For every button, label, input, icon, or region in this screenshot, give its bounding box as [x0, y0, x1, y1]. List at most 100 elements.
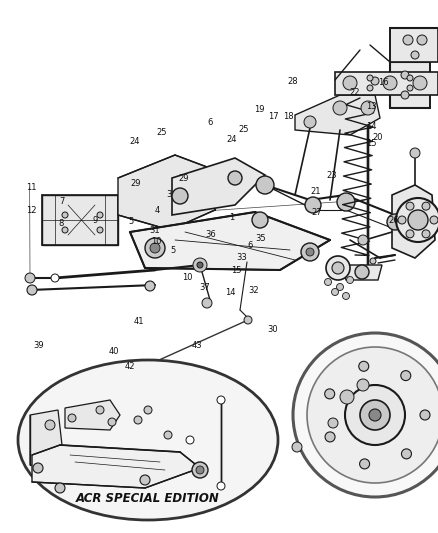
Circle shape	[217, 482, 225, 490]
Circle shape	[192, 462, 208, 478]
Polygon shape	[172, 158, 265, 215]
Polygon shape	[335, 72, 438, 95]
Text: 21: 21	[310, 188, 321, 196]
Circle shape	[337, 193, 355, 211]
Text: 12: 12	[26, 206, 37, 215]
Text: 35: 35	[255, 234, 265, 243]
Text: 7: 7	[60, 197, 65, 206]
Circle shape	[144, 406, 152, 414]
Text: 11: 11	[26, 183, 37, 192]
Text: 6: 6	[208, 118, 213, 127]
Text: 22: 22	[350, 88, 360, 97]
Circle shape	[55, 483, 65, 493]
Circle shape	[328, 418, 338, 428]
Circle shape	[305, 197, 321, 213]
Text: 39: 39	[33, 341, 44, 350]
Text: 25: 25	[238, 125, 249, 134]
Circle shape	[140, 475, 150, 485]
Circle shape	[422, 230, 430, 238]
Circle shape	[301, 243, 319, 261]
Circle shape	[396, 198, 438, 242]
Circle shape	[306, 248, 314, 256]
Circle shape	[346, 277, 353, 284]
Circle shape	[411, 51, 419, 59]
Circle shape	[367, 85, 373, 91]
Text: 33: 33	[237, 254, 247, 262]
Polygon shape	[340, 73, 385, 88]
Text: 31: 31	[149, 226, 159, 235]
Circle shape	[422, 202, 430, 210]
Text: 6: 6	[247, 241, 252, 249]
Text: 3: 3	[166, 190, 171, 198]
Circle shape	[196, 466, 204, 474]
Circle shape	[45, 420, 55, 430]
Circle shape	[360, 400, 390, 430]
Text: 24: 24	[130, 137, 140, 146]
Circle shape	[345, 385, 405, 445]
Circle shape	[51, 274, 59, 282]
Circle shape	[134, 416, 142, 424]
Circle shape	[343, 76, 357, 90]
Circle shape	[33, 463, 43, 473]
Circle shape	[401, 71, 409, 79]
Circle shape	[326, 256, 350, 280]
Circle shape	[408, 210, 428, 230]
Circle shape	[403, 35, 413, 45]
Circle shape	[68, 414, 76, 422]
Polygon shape	[310, 365, 360, 393]
Text: ACR SPECIAL EDITION: ACR SPECIAL EDITION	[76, 491, 220, 505]
Circle shape	[401, 91, 409, 99]
Text: 17: 17	[268, 112, 279, 120]
Text: 15: 15	[231, 266, 242, 275]
Circle shape	[197, 262, 203, 268]
Circle shape	[325, 389, 335, 399]
Circle shape	[62, 212, 68, 218]
Polygon shape	[30, 410, 62, 468]
Text: 10: 10	[152, 237, 162, 246]
Circle shape	[398, 216, 406, 224]
Circle shape	[27, 285, 37, 295]
Circle shape	[244, 316, 252, 324]
Circle shape	[417, 35, 427, 45]
Circle shape	[410, 148, 420, 158]
Circle shape	[413, 76, 427, 90]
Text: 9: 9	[93, 216, 98, 224]
Text: 32: 32	[248, 286, 258, 295]
Ellipse shape	[18, 360, 278, 520]
Circle shape	[420, 410, 430, 420]
Text: 27: 27	[312, 208, 322, 216]
Text: 41: 41	[133, 318, 144, 326]
Circle shape	[336, 284, 343, 290]
Text: 37: 37	[200, 284, 210, 292]
Circle shape	[293, 333, 438, 497]
Circle shape	[193, 258, 207, 272]
Polygon shape	[325, 370, 370, 420]
Circle shape	[228, 171, 242, 185]
Text: 18: 18	[283, 112, 293, 120]
Circle shape	[292, 442, 302, 452]
Circle shape	[164, 431, 172, 439]
Text: 16: 16	[378, 78, 389, 87]
Circle shape	[370, 258, 376, 264]
Text: 26: 26	[389, 216, 399, 225]
Circle shape	[145, 281, 155, 291]
Circle shape	[430, 216, 438, 224]
Text: 14: 14	[226, 288, 236, 296]
Circle shape	[25, 273, 35, 283]
Circle shape	[369, 409, 381, 421]
Circle shape	[96, 406, 104, 414]
Circle shape	[202, 298, 212, 308]
Text: 5: 5	[170, 246, 176, 255]
Circle shape	[325, 279, 332, 286]
Text: 1: 1	[229, 213, 234, 222]
Circle shape	[45, 450, 55, 460]
Polygon shape	[130, 212, 330, 270]
Text: 5: 5	[129, 217, 134, 225]
Text: 30: 30	[267, 325, 278, 334]
Circle shape	[150, 243, 160, 253]
Text: 15: 15	[366, 140, 377, 148]
Polygon shape	[295, 95, 380, 135]
Circle shape	[256, 176, 274, 194]
Text: 40: 40	[109, 348, 119, 356]
Circle shape	[407, 75, 413, 81]
